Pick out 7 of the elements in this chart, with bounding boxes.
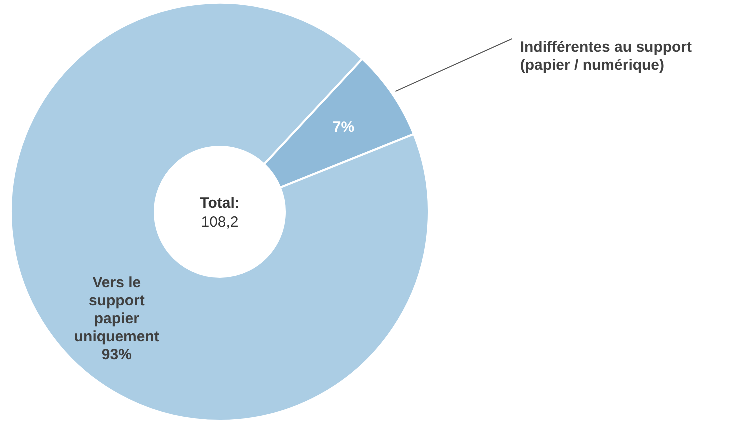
text: Total:: [200, 195, 240, 212]
slice-label: Vers le support papier uniquement: [74, 274, 160, 346]
donut-slice: [263, 58, 416, 189]
data-label: 7%: [332, 119, 355, 136]
data-label: 93%: [102, 346, 132, 364]
text: 108,2: [201, 214, 239, 231]
slice-label: Indifférentes au support (papier / numérique): [520, 38, 692, 74]
